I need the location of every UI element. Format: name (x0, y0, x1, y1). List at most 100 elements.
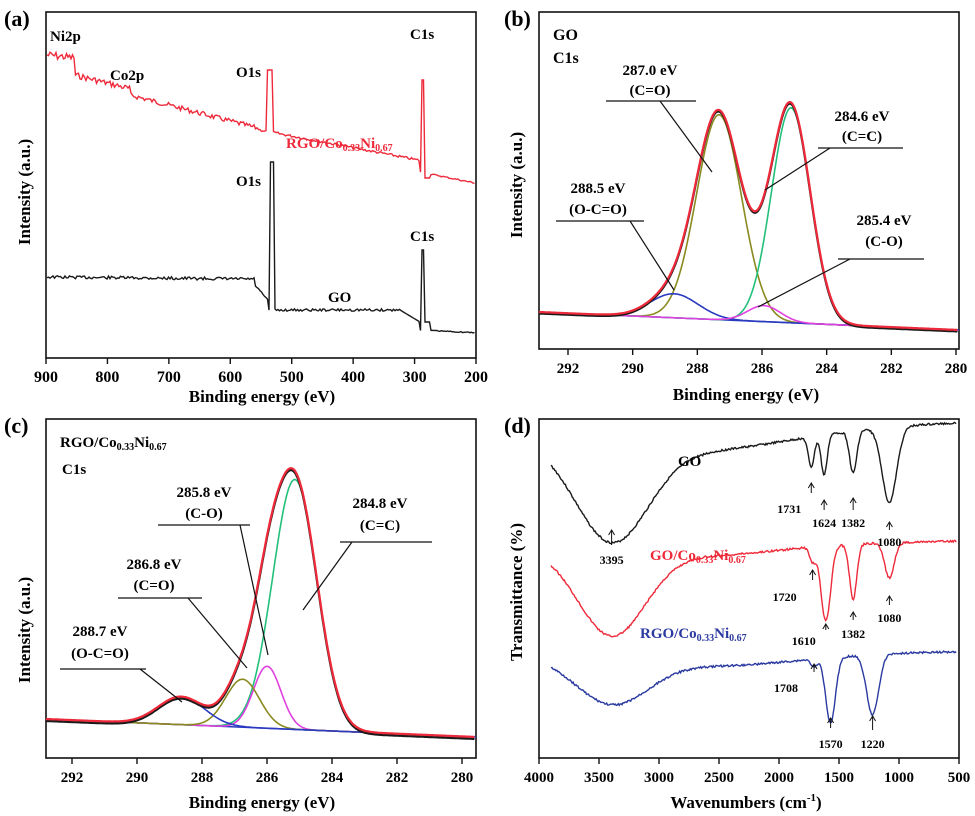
peak-label-c-0: 285.8 eV (177, 485, 232, 501)
peak-wavenumber-label: 1080 (877, 535, 901, 549)
leader-line-b-2 (629, 220, 675, 291)
xtick-label: 4000 (524, 770, 554, 786)
peak-arrow-head (820, 499, 828, 506)
peak-group-c-3: (O-C=O) (71, 646, 129, 662)
component-peak-curve (45, 478, 475, 738)
xtick-label: 288 (191, 770, 214, 786)
xtick-label: 2500 (704, 770, 734, 786)
xtick-label: 290 (621, 361, 644, 377)
xtick-label: 500 (948, 770, 971, 786)
annotation-o1s-go: O1s (236, 174, 261, 190)
peak-arrow-head (885, 521, 893, 528)
panel-a: (a) 900 800 700 600 500 400 300 200 Binding ene… (4, 6, 488, 406)
xtick-label: 284 (321, 770, 344, 786)
xticks-d: 4000 3500 3000 2500 2000 1500 1000 500 (524, 758, 970, 786)
peak-wavenumber-label: 1382 (841, 627, 865, 641)
panel-subtitle-c: C1s (62, 462, 86, 478)
fit-curves-b (538, 100, 960, 333)
peak-label-b-0: 287.0 eV (623, 63, 678, 79)
panel-label-b: (b) (504, 6, 531, 31)
xtick-label: 286 (751, 361, 774, 377)
peak-wavenumber-label: 1570 (819, 737, 843, 751)
xtick-label: 700 (157, 369, 181, 386)
fit-curves-c (45, 467, 477, 740)
xtick-label: 282 (880, 361, 903, 377)
peak-label-c-1: 284.8 eV (353, 496, 408, 512)
panel-label-a: (a) (4, 6, 30, 31)
series-line-go-a (46, 161, 475, 334)
xtick-label: 288 (686, 361, 709, 377)
xtick-label: 500 (280, 369, 304, 386)
xtick-label: 292 (557, 361, 580, 377)
plot-frame-d (538, 418, 960, 759)
peak-wavenumber-label: 1382 (841, 516, 865, 530)
series-line-rgoconi-d (550, 650, 957, 724)
leader-line-c-2 (187, 597, 248, 669)
fitted-envelope-curve (45, 467, 475, 738)
xtick-label: 286 (256, 770, 279, 786)
peak-label-b-2: 288.5 eV (571, 181, 626, 197)
leader-line-c-1 (302, 541, 353, 611)
xtick-label: 290 (126, 770, 149, 786)
peak-annotations-d: 3395 1731 1624 1382 1080 1720 1610 1382 1080 1708… (600, 482, 901, 751)
panel-b: (b) 292 290 288 286 284 282 280 Binding energy… (504, 6, 967, 404)
leader-line-c-0 (239, 524, 269, 656)
panel-d: (d) 4000 3500 3000 2500 2000 1500 1000 500 Wave… (504, 413, 970, 812)
peak-wavenumber-label: 1220 (861, 737, 885, 751)
y-axis-label-c: Intensity (a.u.) (15, 577, 34, 683)
x-axis-label-c: Binding energy (eV) (189, 793, 335, 812)
peak-arrow-head (827, 717, 835, 724)
peak-group-b-2: (O-C=O) (569, 202, 627, 218)
series-line-rgo-a (46, 50, 475, 184)
panel-title-b: GO (553, 27, 578, 44)
series-line-goconi-d (550, 539, 957, 638)
series-label-go-d: GO (678, 454, 701, 470)
peak-label-c-2: 286.8 eV (127, 557, 182, 573)
annotation-go-a: GO (328, 290, 351, 306)
xticks-c: 292 290 288 286 284 282 280 (61, 758, 473, 786)
xtick-label: 800 (95, 369, 119, 386)
annotation-o1s-rgo: O1s (236, 65, 261, 81)
xtick-label: 282 (386, 770, 409, 786)
peak-wavenumber-label: 1624 (812, 516, 836, 530)
panel-title-c: RGO/Co0.33Ni0.67 (60, 435, 167, 453)
component-peak-curve (45, 695, 475, 738)
peak-label-b-3: 285.4 eV (857, 213, 912, 229)
leader-line-c-3 (139, 668, 183, 703)
plot-frame-c (45, 418, 477, 759)
series-line-go-d (550, 421, 957, 545)
peak-group-b-0: (C=O) (629, 83, 670, 99)
peak-wavenumber-label: 3395 (600, 553, 624, 567)
x-axis-label-d: Wavenumbers (cm-1) (670, 792, 821, 812)
plot-frame-a (45, 11, 477, 359)
peak-group-b-3: (C-O) (865, 234, 903, 250)
peak-arrow-head (869, 715, 877, 722)
peak-arrow-head (809, 569, 817, 576)
component-peak-curve (538, 293, 958, 331)
panel-c: (c) 292 290 288 286 284 282 280 Binding energy… (4, 413, 477, 812)
xtick-label: 600 (218, 369, 242, 386)
y-axis-label-d: Transmittance (%) (507, 523, 526, 661)
peak-arrow-head (608, 529, 616, 536)
panel-label-c: (c) (4, 413, 28, 438)
xtick-label: 1500 (824, 770, 854, 786)
xtick-label: 2000 (764, 770, 794, 786)
peak-group-c-1: (C=C) (360, 518, 400, 534)
leader-line-b-1 (764, 147, 831, 191)
leader-line-b-0 (659, 100, 713, 173)
peak-label-b-1: 284.6 eV (835, 109, 890, 125)
series-label-rgoconi-d: RGO/Co0.33Ni0.67 (640, 626, 747, 644)
peak-group-c-2: (C=O) (133, 578, 174, 594)
series-label-rgo-a: RGO/Co0.33Ni0.67 (286, 136, 393, 154)
plot-frame-b (538, 11, 960, 350)
peak-arrow-head (849, 611, 857, 618)
xtick-label: 300 (403, 369, 427, 386)
peak-wavenumber-label: 1720 (773, 590, 797, 604)
xtick-label: 3500 (584, 770, 614, 786)
peak-arrow-head (849, 497, 857, 504)
peak-label-c-3: 288.7 eV (73, 624, 128, 640)
panel-subtitle-b: C1s (553, 50, 579, 67)
xtick-label: 900 (34, 369, 58, 386)
series-label-goconi-d: GO/Co0.33Ni0.67 (650, 548, 746, 566)
